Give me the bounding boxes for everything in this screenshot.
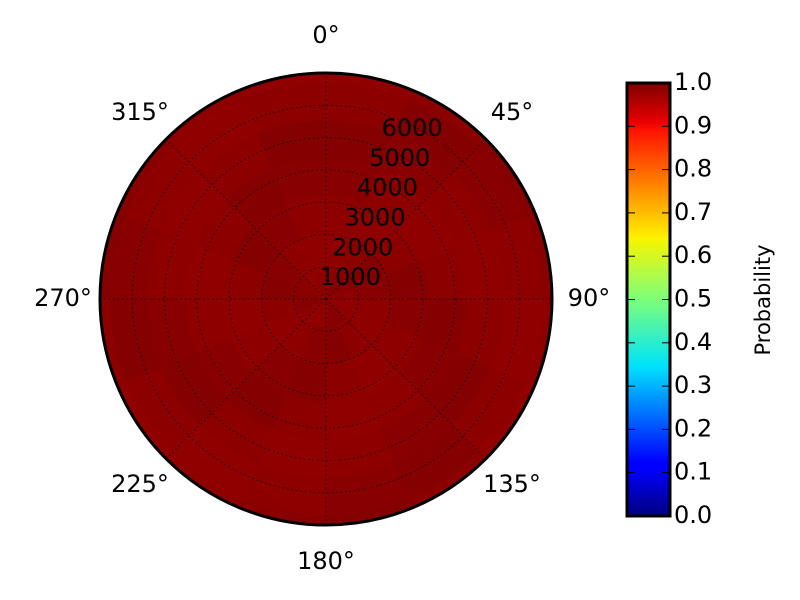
colorbar-tick-label: 0.7 [674,198,712,226]
colorbar-tick-label: 0.1 [674,458,712,486]
polar-outline [98,71,554,527]
colorbar-tick-label: 0.4 [674,328,712,356]
theta-tick-label: 180° [297,547,355,575]
r-tick-label: 6000 [382,114,443,142]
colorbar-tick-label: 0.0 [674,501,712,529]
colorbar-tick-label: 0.3 [674,371,712,399]
r-tick-label: 4000 [357,174,418,202]
theta-grid-line [325,138,487,300]
r-grid-circle [228,201,424,397]
r-grid-circle [164,137,488,461]
r-tick-label: 1000 [320,263,381,291]
colorbar-tick-label: 0.2 [674,414,712,442]
colorbar-tick-label: 0.8 [674,155,712,183]
theta-tick-label: 270° [34,284,92,312]
colorbar-tick-label: 0.5 [674,285,712,313]
colorbar-tick-label: 0.9 [674,111,712,139]
theta-tick-label: 0° [312,21,339,49]
r-tick-label: 2000 [332,233,393,261]
r-grid-circle [196,169,456,429]
theta-tick-label: 225° [111,470,169,498]
theta-tick-label: 45° [491,98,534,126]
colorbar: 0.0 0.1 0.2 0.3 0.4 0.5 0.6 0.7 0.8 0.9 1.0 Probab… [625,68,775,529]
theta-grid-line [325,298,487,460]
colorbar-tick-label: 1.0 [674,68,712,96]
colorbar-label: Probability [751,244,775,355]
r-grid-circle [260,233,392,365]
theta-tick-label: 315° [111,98,169,126]
theta-tick-label: 90° [568,284,611,312]
colorbar-tick-label: 0.6 [674,241,712,269]
theta-grid-line [165,298,327,460]
theta-tick-label: 135° [483,470,541,498]
theta-grid-line [165,138,327,300]
r-tick-label: 3000 [345,204,406,232]
r-tick-label: 5000 [369,144,430,172]
